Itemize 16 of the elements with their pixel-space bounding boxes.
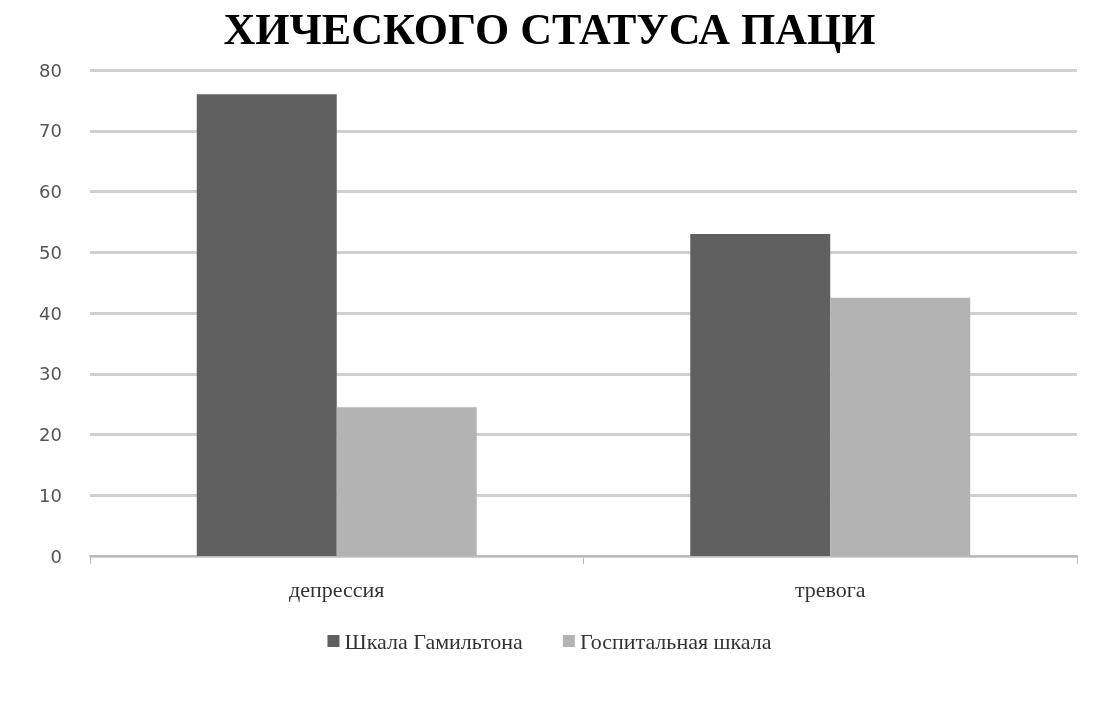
y-tick-label: 80 [39,59,62,81]
legend-label: Госпитальная шкала [579,628,772,654]
chart-title: ХИЧЕСКОГО СТАТУСА ПАЦИ [223,4,876,54]
bar [690,234,831,556]
y-tick-label: 20 [39,424,62,445]
x-tick-label: депрессия [289,576,385,602]
bar [196,94,337,556]
y-tick-label: 30 [39,363,62,385]
x-tick-label: тревога [794,576,866,602]
y-tick-label: 70 [39,120,62,142]
y-tick-label: 40 [39,302,62,324]
y-tick-label: 0 [50,545,62,567]
y-tick-label: 60 [39,181,62,202]
y-tick-label: 10 [39,484,62,506]
y-tick-label: 50 [39,241,62,263]
legend-label: Шкала Гамильтона [344,628,524,654]
